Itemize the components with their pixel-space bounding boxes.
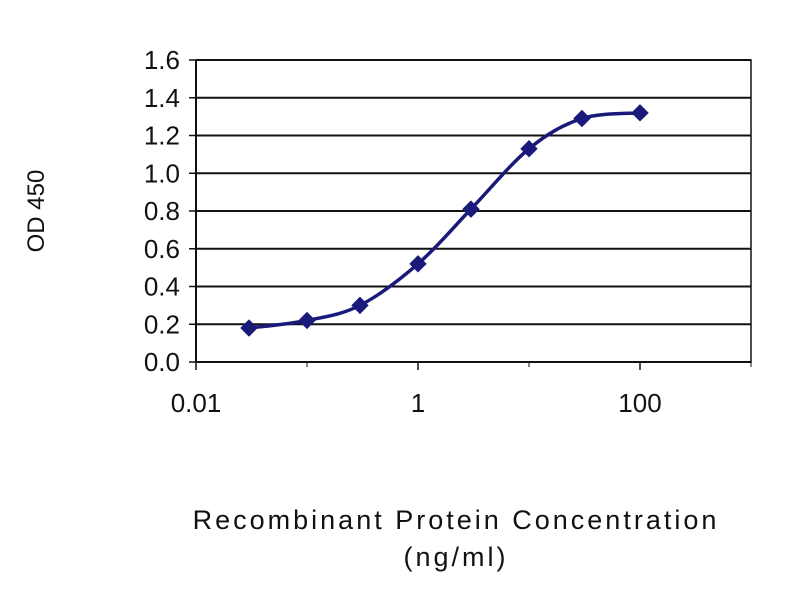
data-point xyxy=(573,109,591,128)
x-tick-label: 1 xyxy=(411,388,425,418)
y-tick-label: 0.2 xyxy=(144,309,180,339)
x-tick-label: 0.01 xyxy=(171,388,222,418)
data-point xyxy=(520,140,538,158)
y-tick-label: 0.4 xyxy=(144,272,180,302)
series-layer xyxy=(240,104,649,337)
x-axis-unit: (ng/ml) xyxy=(403,542,508,572)
y-axis-title: OD 450 xyxy=(23,170,50,253)
x-axis-title: Recombinant Protein Concentration xyxy=(193,505,720,535)
data-point xyxy=(462,200,480,218)
y-tick-label: 0.8 xyxy=(144,196,180,226)
y-tick-label: 1.6 xyxy=(144,45,180,75)
y-tick-label: 0.0 xyxy=(144,347,180,377)
y-ticks: 0.0 0.2 0.4 0.6 0.8 1.0 1.2 1.4 1.6 xyxy=(144,45,196,377)
y-tick-label: 1.0 xyxy=(144,158,180,188)
y-tick-label: 0.6 xyxy=(144,234,180,264)
data-point xyxy=(351,296,369,315)
x-ticks: 0.01 1 100 xyxy=(171,362,752,418)
data-point xyxy=(240,319,258,337)
data-point xyxy=(409,255,427,273)
y-tick-label: 1.2 xyxy=(144,121,180,151)
data-point xyxy=(298,311,316,330)
data-point xyxy=(631,104,649,122)
y-tick-label: 1.4 xyxy=(144,83,180,113)
x-tick-label: 100 xyxy=(618,388,661,418)
series-line xyxy=(248,111,641,330)
